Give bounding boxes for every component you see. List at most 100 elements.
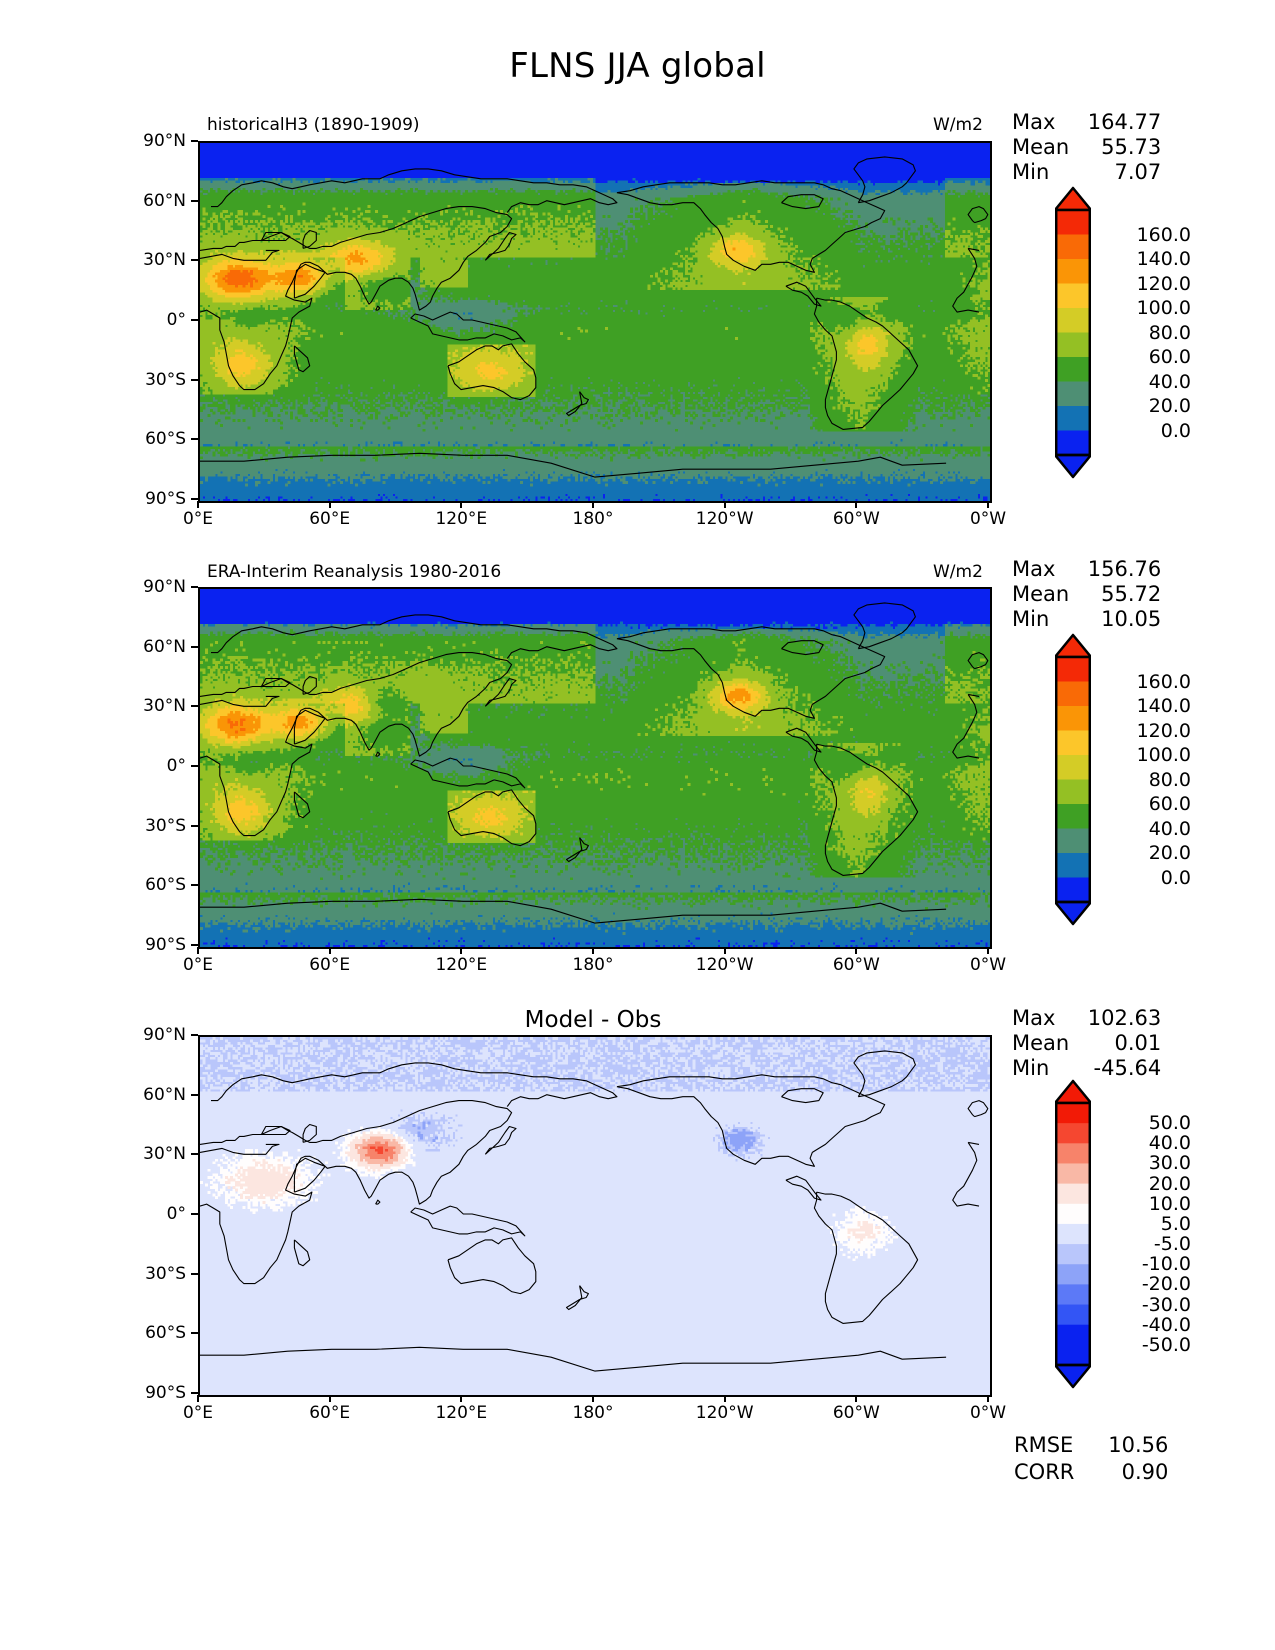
x-axis-tick-label: 60°E [309,955,351,975]
y-axis-tick-label: 30°S [145,1263,186,1284]
y-axis-tick-mark [191,319,198,321]
y-axis-tick-label: 90°N [143,131,186,151]
y-axis-tick-label: 90°S [145,489,186,509]
colorbar-tick-label: 100.0 [1136,744,1191,766]
y-axis-tick-mark [191,944,198,946]
x-axis-tick-label: 60°W [832,1403,880,1423]
stat-key: Mean [1012,135,1070,159]
colorbar-tick-label: 40.0 [1148,817,1191,840]
panel-diff-stats: Max 102.63 Mean 0.01 Min -45.64 [1012,1006,1161,1081]
x-axis-tick-label: 120°W [695,955,754,975]
y-axis-tick-label: 0° [166,310,186,330]
x-axis-tick-mark [460,501,463,508]
colorbar-tick-label: 20.0 [1148,395,1191,417]
colorbar-tick-label: 60.0 [1148,346,1191,368]
x-axis-tick-label: 0°W [969,509,1007,529]
y-axis-tick-mark [191,1093,198,1096]
map-raster [200,143,990,501]
colorbar-tick-label: 20.0 [1148,1172,1191,1195]
x-axis-tick-mark [197,947,199,954]
panel-diff-footer-stats: RMSE 10.56 CORR 0.90 [1012,1431,1170,1487]
colorbar-diff [1055,1079,1091,1389]
y-axis-tick-label: 30°N [143,696,186,717]
y-axis-tick-label: 60°N [143,1084,186,1105]
y-axis-tick-mark [191,438,198,441]
x-axis-tick-label: 60°E [309,509,351,529]
stat-key: Min [1012,1056,1050,1080]
stat-value: -45.64 [1093,1056,1162,1080]
y-axis-tick-mark [191,586,198,588]
y-axis-tick-label: 60°S [145,1323,186,1344]
colorbar-tick-label: 0.0 [1160,419,1191,442]
colorbar-tick-label: 30.0 [1148,1152,1191,1175]
stat-value: 164.77 [1087,110,1162,134]
panel-model-label: historicalH3 (1890-1909) [207,115,420,135]
map-model [198,141,992,503]
panel-obs-units: W/m2 [933,562,983,582]
y-axis-tick-label: 90°N [143,1025,186,1045]
stat-key: Min [1012,607,1050,631]
y-axis-tick-label: 0° [166,1204,186,1224]
stat-value: 0.01 [1114,1031,1162,1055]
x-axis-tick-mark [855,1395,858,1402]
y-axis-tick-label: 90°N [143,577,186,597]
y-axis-tick-mark [191,1034,198,1036]
colorbar-tick-label: 0.0 [1160,866,1191,889]
x-axis-tick-label: 60°E [309,1403,351,1423]
y-axis-tick-label: 0° [166,756,186,776]
colorbar-tick-label: 140.0 [1136,695,1191,717]
x-axis-tick-mark [197,1395,199,1402]
x-axis-tick-mark [987,947,989,954]
panel-diff-label: Model - Obs [524,1007,662,1033]
y-axis-tick-label: 90°S [145,1383,186,1403]
y-axis-tick-label: 30°N [143,250,186,271]
x-axis-tick-label: 0°E [182,509,214,529]
x-axis-tick-mark [328,1395,331,1402]
x-axis-tick-label: 60°W [832,955,880,975]
x-axis-tick-mark [723,501,726,508]
colorbar-tick-label: 60.0 [1148,793,1191,815]
stat-key: Min [1012,160,1050,184]
stat-value: 10.05 [1101,607,1162,631]
colorbar-tick-label: -30.0 [1141,1293,1191,1316]
x-axis-tick-mark [592,1395,594,1402]
map-raster [200,589,990,947]
x-axis-tick-mark [328,501,331,508]
x-axis-tick-label: 0°W [969,955,1007,975]
colorbar-swatches [1055,186,1091,479]
y-axis-tick-label: 60°S [145,429,186,450]
coastlines [200,602,989,924]
y-axis-tick-label: 90°S [145,935,186,955]
y-axis-tick-mark [191,259,198,262]
x-axis-tick-mark [855,947,858,954]
x-axis-tick-label: 180° [572,509,614,529]
y-axis-tick-mark [191,1272,198,1275]
colorbar-tick-label: 5.0 [1160,1212,1191,1235]
map-obs [198,587,992,949]
x-axis-tick-label: 120°W [695,509,754,529]
x-axis-tick-mark [987,501,989,508]
colorbar-tick-label: 40.0 [1148,1132,1191,1155]
colorbar-tick-label: 80.0 [1148,768,1191,791]
x-axis-tick-mark [592,501,594,508]
stat-value: 156.76 [1087,557,1162,581]
map-diff [198,1035,992,1397]
colorbar-swatches [1055,633,1091,926]
x-axis-tick-mark [723,947,726,954]
x-axis-tick-label: 120°W [695,1403,754,1423]
x-axis-tick-label: 180° [572,1403,614,1423]
panel-model-units: W/m2 [933,115,983,135]
y-axis-tick-mark [191,498,198,500]
colorbar-tick-label: 40.0 [1148,370,1191,393]
y-axis-tick-label: 30°N [143,1144,186,1165]
colorbar-tick-label: -10.0 [1141,1253,1191,1276]
colorbar-obs [1055,633,1091,926]
x-axis-tick-mark [460,947,463,954]
y-axis-tick-label: 60°N [143,190,186,211]
stat-key: Mean [1012,1031,1070,1055]
x-axis-tick-label: 180° [572,955,614,975]
y-axis-tick-label: 60°S [145,875,186,896]
y-axis-tick-mark [191,1153,198,1156]
x-axis-tick-label: 120°E [435,955,488,975]
colorbar-tick-label: 20.0 [1148,842,1191,864]
